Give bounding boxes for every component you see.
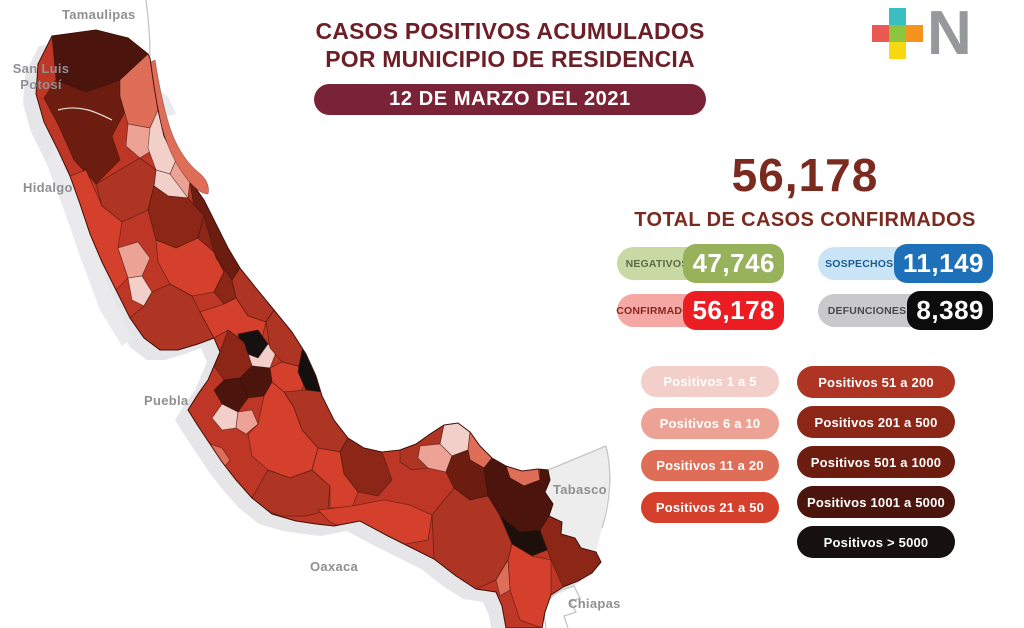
stat-badges: NEGATIVOS 47,746 SOSPECHOSOS 11,149 CONF… xyxy=(616,244,993,330)
map-region-label-oaxaca: Oaxaca xyxy=(310,559,359,574)
stat-label: DEFUNCIONES xyxy=(827,304,907,317)
legend-item-11-20: Positivos 11 a 20 xyxy=(641,450,779,481)
map-region-label-puebla: Puebla xyxy=(144,393,189,408)
map-region-label-tamaulipas: Tamaulipas xyxy=(62,7,136,22)
map-region-label-chiapas: Chiapas xyxy=(568,596,621,611)
veracruz-choropleth-map: Tamaulipas San Luis Potosí Hidalgo Puebl… xyxy=(12,0,621,628)
legend-item-201-500: Positivos 201 a 500 xyxy=(797,406,955,438)
legend-item-51-200: Positivos 51 a 200 xyxy=(797,366,955,398)
logo-square-bottom xyxy=(889,42,906,59)
stat-badge-negativos: NEGATIVOS 47,746 xyxy=(617,244,784,283)
legend-item-21-50: Positivos 21 a 50 xyxy=(641,492,779,523)
date-banner-text: 12 DE MARZO DEL 2021 xyxy=(389,88,631,110)
logo-letter: N xyxy=(927,0,972,68)
map-region-label-hidalgo: Hidalgo xyxy=(23,180,73,195)
stat-badge-defunciones: DEFUNCIONES 8,389 xyxy=(818,291,993,330)
stat-label: NEGATIVOS xyxy=(625,257,689,270)
map-region-label-san-luis-potosi: San Luis Potosí xyxy=(12,61,70,93)
coastal-spit xyxy=(150,59,209,195)
logo-square-center xyxy=(889,25,906,42)
mas-noticias-logo: N xyxy=(872,0,972,68)
logo-square-right xyxy=(906,25,923,42)
total-confirmed-label: TOTAL DE CASOS CONFIRMADOS xyxy=(634,209,976,231)
stat-badge-sospechosos: SOSPECHOSOS 11,149 xyxy=(818,244,993,283)
legend-column-right: Positivos 51 a 200 Positivos 201 a 500 P… xyxy=(797,366,955,566)
stat-value: 11,149 xyxy=(893,244,993,283)
date-banner: 12 DE MARZO DEL 2021 xyxy=(314,84,706,115)
legend-item-501-1000: Positivos 501 a 1000 xyxy=(797,446,955,478)
stat-value: 56,178 xyxy=(683,291,784,330)
veracruz-map-svg xyxy=(23,0,611,628)
page-title: CASOS POSITIVOS ACUMULADOS POR MUNICIPIO… xyxy=(270,18,750,73)
stat-badge-confirmados: CONFIRMADOS 56,178 xyxy=(616,291,784,330)
logo-square-left xyxy=(872,25,889,42)
legend-item-6-10: Positivos 6 a 10 xyxy=(641,408,779,439)
legend-item-1-5: Positivos 1 a 5 xyxy=(641,366,779,397)
stat-label: SOSPECHOSOS xyxy=(825,257,909,270)
logo-square-top xyxy=(889,8,906,25)
map-region-label-tabasco: Tabasco xyxy=(553,482,607,497)
page-title-line2: POR MUNICIPIO DE RESIDENCIA xyxy=(325,45,695,72)
stat-value: 8,389 xyxy=(907,291,993,330)
logo-plus-icon xyxy=(872,8,923,59)
legend-item-1001-5000: Positivos 1001 a 5000 xyxy=(797,486,955,518)
legend-column-left: Positivos 1 a 5 Positivos 6 a 10 Positiv… xyxy=(641,366,779,534)
legend-item-over-5000: Positivos > 5000 xyxy=(797,526,955,558)
total-confirmed-value: 56,178 xyxy=(731,149,879,201)
stat-label: CONFIRMADOS xyxy=(616,304,698,317)
stat-value: 47,746 xyxy=(683,244,784,283)
page-title-line1: CASOS POSITIVOS ACUMULADOS xyxy=(315,18,705,44)
